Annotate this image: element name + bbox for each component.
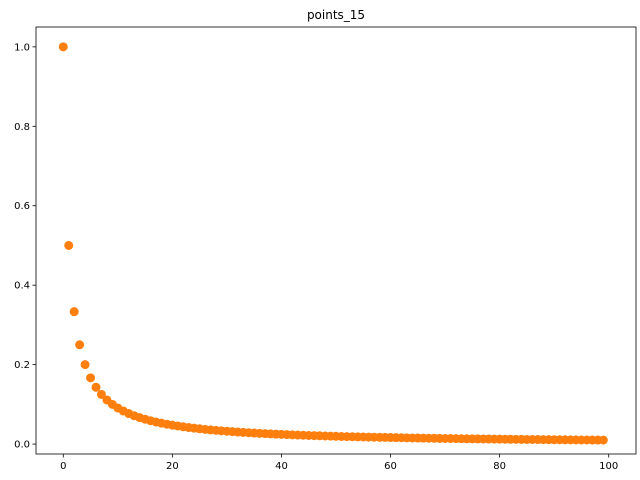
- data-point: [91, 382, 101, 392]
- y-tick-label: 0.6: [14, 201, 30, 212]
- x-tick-label: 80: [493, 461, 506, 472]
- y-tick-label: 1.0: [14, 42, 30, 53]
- y-tick-label: 0.2: [14, 360, 30, 371]
- x-tick-label: 40: [275, 461, 288, 472]
- x-tick-label: 60: [384, 461, 397, 472]
- x-tick-label: 20: [166, 461, 179, 472]
- y-tick-label: 0.0: [14, 440, 30, 451]
- x-tick-label: 0: [60, 461, 66, 472]
- data-point: [598, 435, 608, 445]
- data-points: [58, 42, 608, 445]
- plot-frame: [35, 26, 637, 455]
- data-point: [80, 360, 90, 370]
- y-tick-label: 0.8: [14, 122, 30, 133]
- data-point: [75, 340, 85, 350]
- data-point: [86, 373, 96, 383]
- y-tick-label: 0.4: [14, 281, 30, 292]
- chart-title: points_15: [307, 8, 365, 22]
- data-point: [64, 240, 74, 250]
- data-point: [96, 389, 106, 399]
- axes: 0 20 40 60 80 100 0.0 0.2 0.4 0.6 0.8 1.0: [14, 26, 637, 472]
- data-point: [69, 307, 79, 317]
- data-point: [58, 42, 68, 52]
- x-tick-label: 100: [599, 461, 618, 472]
